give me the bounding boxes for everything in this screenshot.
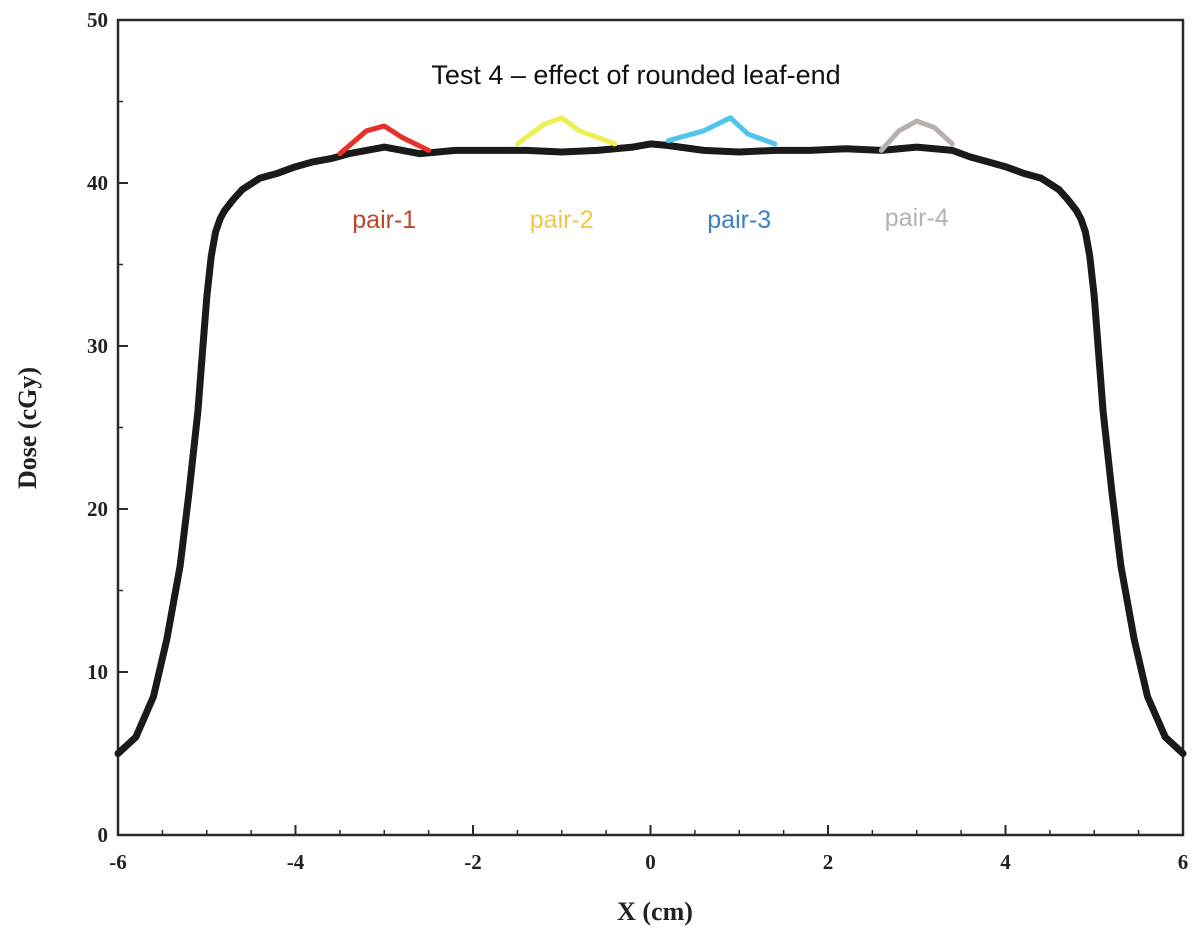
series-line-pair-4 — [878, 118, 955, 153]
pair-labels: pair-1 pair-2 pair-3 pair-4 — [352, 204, 949, 234]
dose-profile-line — [114, 140, 1187, 757]
x-tick-label: -2 — [464, 850, 482, 874]
y-tick-label: 0 — [98, 823, 109, 847]
x-tick-label: -4 — [287, 850, 305, 874]
series-line-pair-1 — [337, 123, 432, 157]
pair-label: pair-2 — [530, 206, 594, 234]
y-tick-label: 40 — [87, 171, 108, 195]
y-axis-ticks: 0 10 20 30 40 50 — [87, 8, 128, 847]
x-tick-label: -6 — [109, 850, 127, 874]
y-axis-title: Dose (cGy) — [13, 367, 42, 489]
pair-label: pair-4 — [885, 204, 949, 232]
series-line-pair-3 — [665, 115, 778, 147]
pair-label: pair-3 — [707, 206, 771, 234]
y-tick-label: 20 — [87, 497, 108, 521]
x-axis-title: X (cm) — [617, 897, 693, 926]
y-tick-label: 50 — [87, 8, 108, 32]
x-tick-label: 2 — [823, 850, 834, 874]
x-tick-label: 6 — [1178, 850, 1189, 874]
y-tick-label: 30 — [87, 334, 108, 358]
series-layer — [114, 115, 1187, 757]
pair-label: pair-1 — [352, 206, 416, 234]
x-tick-label: 0 — [645, 850, 656, 874]
y-tick-label: 10 — [87, 660, 108, 684]
series-line-pair-2 — [514, 115, 618, 147]
x-axis-ticks: -6 -4 -2 0 2 4 6 — [109, 825, 1188, 874]
chart-title: Test 4 – effect of rounded leaf-end — [431, 60, 840, 90]
x-tick-label: 4 — [1000, 850, 1011, 874]
